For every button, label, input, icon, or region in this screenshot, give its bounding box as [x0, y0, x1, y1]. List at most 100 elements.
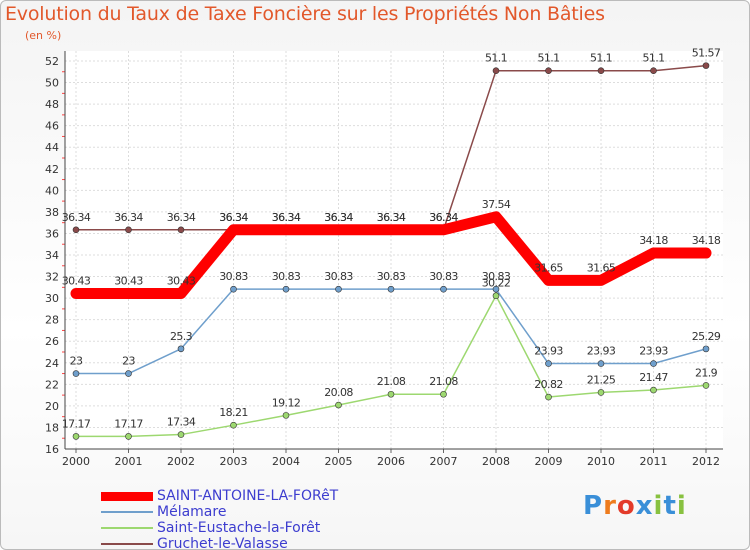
x-tick-label: 2009 — [535, 455, 563, 468]
data-label: 36.34 — [377, 211, 406, 224]
data-label: 34.18 — [692, 234, 721, 247]
data-label: 51.1 — [590, 52, 612, 65]
series-lines — [70, 62, 712, 440]
data-label: 30.43 — [114, 274, 143, 287]
y-tick-label: 26 — [45, 335, 59, 348]
data-label: 36.34 — [377, 211, 406, 224]
x-tick-label: 2005 — [325, 455, 353, 468]
data-point — [597, 360, 605, 367]
y-tick-label: 24 — [45, 357, 59, 370]
plot-area — [65, 51, 723, 449]
legend-swatch — [101, 527, 153, 529]
data-label: 17.17 — [62, 417, 91, 430]
legend-label: Mélamare — [157, 504, 227, 520]
legend-item: Mélamare — [101, 504, 226, 520]
data-point — [650, 360, 657, 367]
data-label: 30.83 — [272, 270, 301, 283]
data-label: 21.47 — [639, 371, 668, 384]
y-tick-label: 50 — [45, 77, 59, 90]
data-point — [597, 389, 605, 396]
x-tick-label: 2007 — [430, 455, 458, 468]
data-point — [387, 285, 395, 293]
data-point — [492, 67, 500, 74]
legend-label: Gruchet-le-Valasse — [157, 536, 288, 550]
data-label: 21.08 — [377, 375, 406, 388]
legend-item: Saint-Eustache-la-Forêt — [101, 520, 320, 536]
x-tick-label: 2008 — [482, 455, 510, 468]
y-tick-label: 46 — [45, 120, 59, 133]
data-label: 20.82 — [534, 378, 563, 391]
y-tick-label: 40 — [45, 184, 59, 197]
y-tick-label: 52 — [45, 55, 59, 68]
data-label: 36.34 — [219, 211, 248, 224]
data-point — [72, 226, 80, 234]
data-point — [230, 285, 237, 293]
data-label: 30.83 — [377, 270, 406, 283]
data-label: 37.54 — [482, 198, 511, 211]
x-tick-label: 2003 — [220, 455, 248, 468]
data-label: 21.9 — [695, 366, 718, 379]
data-label: 21.25 — [587, 373, 616, 386]
x-tick-label: 2000 — [62, 455, 90, 468]
y-tick-label: 34 — [45, 249, 59, 262]
data-label: 19.12 — [272, 396, 301, 409]
x-tick-label: 2001 — [115, 455, 143, 468]
x-tick-label: 2004 — [272, 455, 300, 468]
data-point — [440, 285, 447, 293]
data-label: 36.34 — [429, 211, 458, 224]
y-tick-label: 16 — [45, 443, 59, 456]
data-label: 23.93 — [639, 345, 668, 358]
logo-letter: P — [583, 491, 604, 521]
data-label: 20.08 — [324, 386, 353, 399]
data-label: 25.29 — [692, 330, 721, 343]
data-label: 23 — [122, 355, 135, 368]
data-label: 51.57 — [692, 47, 721, 60]
y-tick-label: 22 — [45, 378, 59, 391]
axes: 16 18 20 22 24 26 28 30 32 34 36 38 40 42 44 46 48 50 52 20… — [45, 51, 723, 468]
data-label: 51.1 — [642, 52, 664, 65]
data-point — [335, 401, 342, 409]
data-label: 34.18 — [639, 234, 668, 247]
data-label: 36.34 — [324, 211, 353, 224]
y-tick-label: 18 — [45, 421, 59, 434]
x-tick-label: 2011 — [640, 455, 668, 468]
data-point — [492, 292, 500, 300]
data-label: 36.34 — [324, 211, 353, 224]
data-point — [177, 431, 185, 438]
data-point — [177, 226, 185, 234]
data-point — [702, 62, 710, 69]
data-point — [545, 393, 552, 401]
data-label: 30.83 — [482, 270, 511, 283]
data-label: 21.08 — [429, 375, 458, 388]
y-tick-label: 28 — [45, 314, 59, 327]
data-point — [230, 421, 237, 429]
data-label: 36.34 — [219, 211, 248, 224]
data-point — [702, 382, 710, 389]
data-point — [125, 433, 132, 440]
data-point — [650, 67, 657, 74]
y-tick-label: 38 — [45, 206, 59, 219]
data-label: 30.43 — [167, 274, 196, 287]
unit-label: (en %) — [25, 29, 62, 42]
data-point — [650, 386, 657, 394]
data-point — [545, 360, 552, 367]
chart-title: Evolution du Taux de Taxe Foncière sur l… — [5, 3, 605, 25]
data-label: 31.65 — [534, 261, 563, 274]
logo-letter: o — [616, 491, 636, 521]
data-point — [440, 390, 447, 398]
data-label: 25.3 — [170, 330, 193, 343]
data-point — [125, 226, 132, 234]
legend-item: SAINT-ANTOINE-LA-FORêT — [101, 488, 338, 504]
data-label: 51.1 — [537, 52, 559, 65]
y-tick-label: 48 — [45, 98, 59, 111]
y-tick-label: 36 — [45, 227, 59, 240]
data-label: 36.34 — [272, 211, 301, 224]
legend-label: SAINT-ANTOINE-LA-FORêT — [157, 488, 339, 504]
y-tick-label: 44 — [45, 141, 59, 154]
data-point — [335, 285, 342, 293]
data-label: 30.83 — [219, 270, 248, 283]
data-label: 31.65 — [587, 261, 616, 274]
data-point — [545, 67, 552, 74]
data-label: 30.83 — [324, 270, 353, 283]
